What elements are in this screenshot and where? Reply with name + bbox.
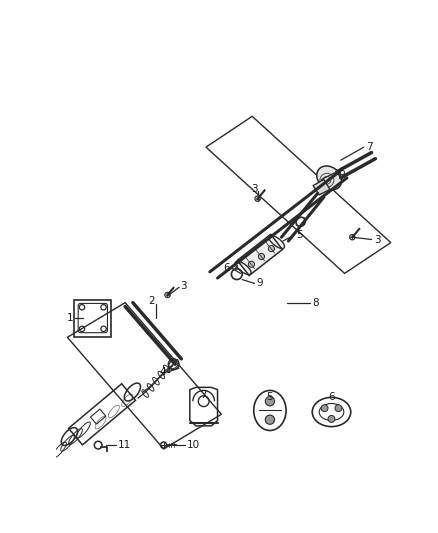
Circle shape	[258, 253, 265, 260]
Circle shape	[328, 415, 335, 422]
Circle shape	[265, 397, 275, 406]
Text: 1: 1	[67, 313, 74, 323]
Text: 3: 3	[374, 235, 381, 245]
Text: 3: 3	[251, 184, 258, 193]
Text: 3: 3	[180, 281, 187, 290]
Text: 11: 11	[117, 440, 131, 450]
Text: 8: 8	[312, 297, 319, 308]
Text: 10: 10	[187, 440, 200, 450]
Circle shape	[255, 196, 260, 201]
Circle shape	[350, 235, 355, 240]
Text: 6: 6	[328, 392, 335, 401]
Circle shape	[165, 292, 170, 297]
Text: 2: 2	[148, 296, 155, 306]
Circle shape	[335, 405, 342, 411]
Polygon shape	[237, 235, 283, 276]
Text: 7: 7	[200, 390, 207, 400]
Text: 6: 6	[339, 167, 345, 177]
Circle shape	[321, 405, 328, 411]
Circle shape	[248, 261, 254, 268]
Text: 5: 5	[296, 230, 303, 240]
Text: 4: 4	[159, 367, 166, 377]
Text: 6: 6	[223, 263, 230, 273]
Polygon shape	[313, 180, 330, 195]
Text: 5: 5	[267, 392, 273, 401]
Text: 9: 9	[256, 278, 263, 288]
Ellipse shape	[317, 166, 342, 190]
Circle shape	[268, 246, 275, 252]
Text: 7: 7	[366, 142, 373, 152]
Circle shape	[265, 415, 275, 424]
